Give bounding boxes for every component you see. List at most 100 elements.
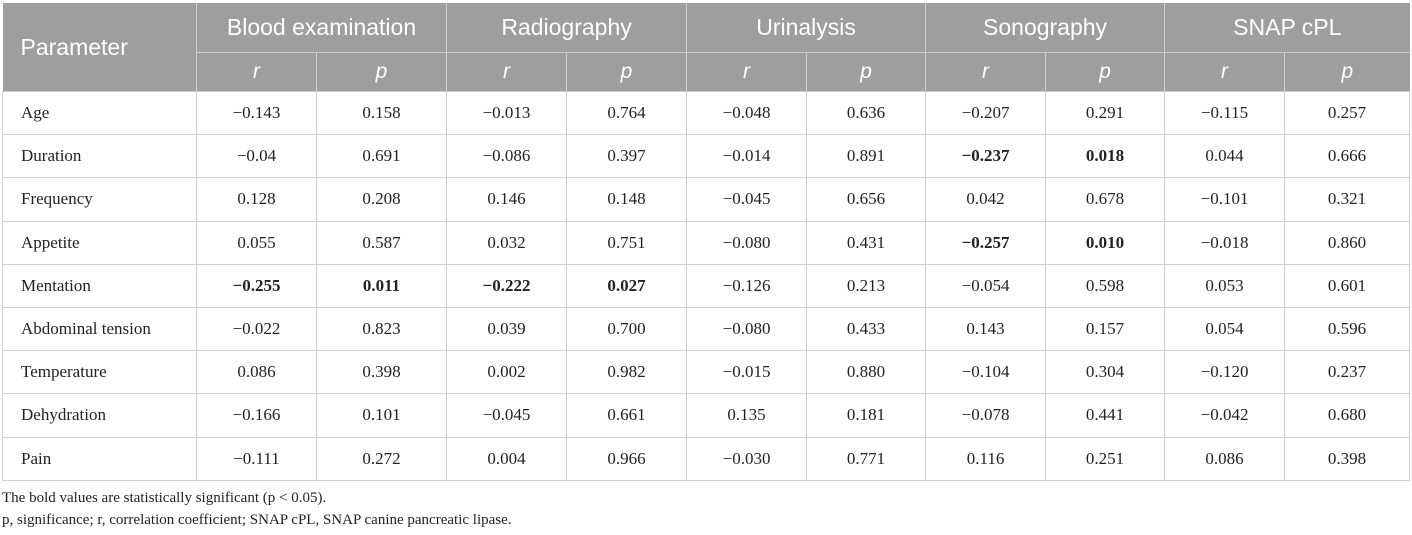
sub-header-p: p	[566, 52, 687, 92]
cell-r-value: 0.002	[446, 350, 568, 395]
cell-p-value: 0.433	[806, 306, 927, 352]
table-header: Parameter Blood examination Radiography …	[2, 3, 1410, 92]
table-row: Frequency 0.128 0.208 0.146 0.148 −0.045 0.656…	[2, 177, 1411, 222]
parameter-header: Parameter	[2, 3, 197, 92]
cell-p-value: 0.751	[566, 220, 688, 265]
sub-header-p: p	[1284, 52, 1410, 92]
cell-r-value: −0.080	[686, 306, 808, 352]
table-row: Duration −0.04 0.691 −0.086 0.397 −0.014 0.891…	[2, 134, 1411, 179]
cell-p-value: 0.213	[806, 263, 927, 308]
cell-p-value: 0.398	[315, 350, 448, 395]
cell-r-value: −0.054	[925, 263, 1047, 308]
cell-r-value: −0.207	[925, 90, 1047, 136]
cell-r-value: −0.255	[196, 263, 317, 308]
cell-p-value: 0.158	[315, 90, 448, 136]
cell-p-value: 0.764	[566, 90, 688, 136]
cell-r-value: 0.055	[196, 220, 317, 265]
cell-p-value: 0.678	[1045, 177, 1166, 222]
cell-r-value: 0.053	[1164, 263, 1286, 308]
cell-p-value: 0.441	[1045, 393, 1166, 438]
cell-r-value: −0.115	[1164, 90, 1286, 136]
cell-r-value: −0.042	[1164, 393, 1286, 438]
cell-r-value: −0.104	[925, 350, 1047, 395]
cell-p-value: 0.157	[1045, 306, 1166, 352]
table-figure: Parameter Blood examination Radiography …	[2, 3, 1411, 531]
cell-r-value: −0.120	[1164, 350, 1286, 395]
row-label: Abdominal tension	[2, 306, 197, 352]
cell-r-value: −0.257	[925, 220, 1047, 265]
cell-p-value: 0.598	[1045, 263, 1166, 308]
cell-p-value: 0.880	[806, 350, 927, 395]
cell-p-value: 0.181	[806, 393, 927, 438]
cell-r-value: 0.004	[446, 436, 568, 481]
cell-r-value: −0.166	[196, 393, 317, 438]
cell-r-value: 0.054	[1164, 306, 1286, 352]
cell-r-value: −0.237	[925, 134, 1047, 179]
cell-p-value: 0.700	[566, 306, 688, 352]
cell-p-value: 0.148	[566, 177, 688, 222]
table-row: Dehydration −0.166 0.101 −0.045 0.661 0.135 0.…	[2, 393, 1411, 438]
group-header-radiography: Radiography	[446, 3, 687, 53]
row-label: Frequency	[2, 177, 197, 222]
cell-p-value: 0.398	[1284, 436, 1411, 481]
cell-p-value: 0.661	[566, 393, 688, 438]
cell-r-value: −0.04	[196, 134, 317, 179]
group-header-urinalysis: Urinalysis	[686, 3, 926, 53]
cell-p-value: 0.596	[1284, 306, 1411, 352]
sub-header-p: p	[806, 52, 926, 92]
cell-p-value: 0.666	[1284, 134, 1411, 179]
sub-header-r: r	[1164, 52, 1285, 92]
cell-r-value: 0.086	[196, 350, 317, 395]
cell-r-value: −0.018	[1164, 220, 1286, 265]
row-label: Mentation	[2, 263, 197, 308]
header-sub-row: r p r p r p r p r p	[3, 52, 1410, 92]
cell-p-value: 0.257	[1284, 90, 1411, 136]
row-label: Age	[2, 90, 197, 136]
table-body: Age −0.143 0.158 −0.013 0.764 −0.048 0.636 −0.2…	[2, 90, 1411, 481]
cell-r-value: −0.222	[446, 263, 568, 308]
cell-p-value: 0.272	[315, 436, 448, 481]
cell-p-value: 0.891	[806, 134, 927, 179]
table-row: Appetite 0.055 0.587 0.032 0.751 −0.080 0.431−…	[2, 220, 1411, 265]
cell-p-value: 0.636	[806, 90, 927, 136]
cell-p-value: 0.251	[1045, 436, 1166, 481]
cell-r-value: 0.146	[446, 177, 568, 222]
cell-p-value: 0.982	[566, 350, 688, 395]
row-label: Appetite	[2, 220, 197, 265]
correlation-table: Parameter Blood examination Radiography …	[2, 3, 1411, 481]
cell-p-value: 0.304	[1045, 350, 1166, 395]
table-row: Abdominal tension −0.022 0.823 0.039 0.700 −0…	[2, 306, 1411, 352]
cell-p-value: 0.027	[566, 263, 688, 308]
cell-r-value: 0.143	[925, 306, 1047, 352]
cell-p-value: 0.966	[566, 436, 688, 481]
sub-header-p: p	[1045, 52, 1165, 92]
cell-p-value: 0.823	[315, 306, 448, 352]
footnote-abbreviations: p, significance; r, correlation coeffici…	[2, 511, 512, 528]
sub-header-p: p	[315, 52, 447, 92]
cell-p-value: 0.860	[1284, 220, 1411, 265]
cell-p-value: 0.431	[806, 220, 927, 265]
cell-r-value: 0.039	[446, 306, 568, 352]
table-row: Age −0.143 0.158 −0.013 0.764 −0.048 0.636 −0.2…	[2, 90, 1411, 136]
cell-r-value: −0.086	[446, 134, 568, 179]
cell-p-value: 0.018	[1045, 134, 1166, 179]
sub-header-r: r	[196, 52, 317, 92]
cell-r-value: −0.030	[686, 436, 808, 481]
cell-p-value: 0.237	[1284, 350, 1411, 395]
cell-p-value: 0.587	[315, 220, 448, 265]
row-label: Temperature	[2, 350, 197, 395]
cell-p-value: 0.011	[315, 263, 448, 308]
cell-p-value: 0.291	[1045, 90, 1166, 136]
cell-p-value: 0.208	[315, 177, 448, 222]
cell-r-value: 0.086	[1164, 436, 1286, 481]
cell-r-value: 0.128	[196, 177, 317, 222]
cell-r-value: −0.143	[196, 90, 317, 136]
sub-header-r: r	[446, 52, 567, 92]
cell-r-value: 0.116	[925, 436, 1047, 481]
cell-r-value: −0.126	[686, 263, 808, 308]
cell-r-value: −0.014	[686, 134, 808, 179]
cell-r-value: 0.044	[1164, 134, 1286, 179]
cell-r-value: −0.045	[446, 393, 568, 438]
cell-r-value: −0.111	[196, 436, 317, 481]
row-label: Duration	[2, 134, 197, 179]
